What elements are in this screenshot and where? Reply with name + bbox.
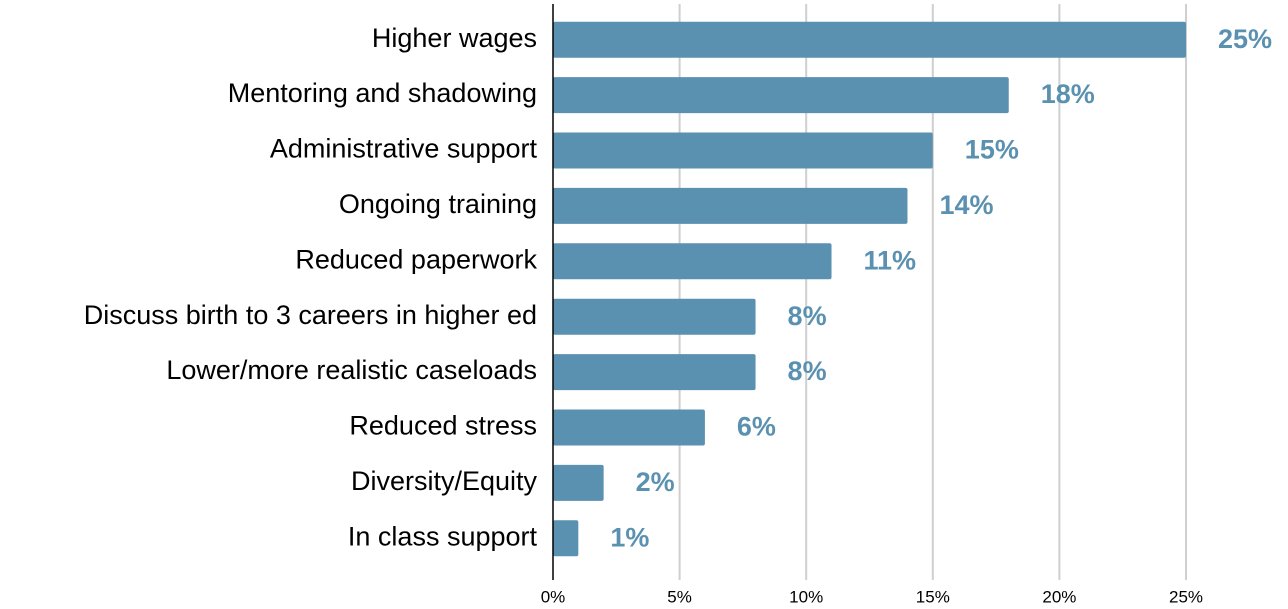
bar <box>553 464 604 501</box>
bar <box>553 21 1186 58</box>
bar <box>553 187 908 224</box>
value-label: 1% <box>610 522 649 552</box>
value-label: 15% <box>965 135 1019 165</box>
value-label: 8% <box>788 301 827 331</box>
category-label: Reduced stress <box>349 411 537 441</box>
category-label: Administrative support <box>270 134 538 164</box>
value-label: 11% <box>864 245 917 275</box>
category-label: Diversity/Equity <box>351 466 538 496</box>
bar <box>553 298 756 335</box>
bar <box>553 520 579 557</box>
category-label: In class support <box>348 521 538 551</box>
category-label: Mentoring and shadowing <box>228 78 537 108</box>
category-label: Lower/more realistic caseloads <box>166 355 537 385</box>
bar <box>553 132 933 169</box>
value-label: 18% <box>1041 79 1095 109</box>
x-tick-label: 10% <box>789 587 823 606</box>
x-tick-label: 5% <box>667 587 692 606</box>
bar <box>553 243 832 280</box>
value-label: 2% <box>636 467 675 497</box>
x-tick-label: 0% <box>541 587 566 606</box>
value-label: 8% <box>788 356 827 386</box>
x-tick-label: 20% <box>1042 587 1076 606</box>
x-tick-label: 25% <box>1169 587 1203 606</box>
category-label: Reduced paperwork <box>295 244 537 274</box>
value-label: 14% <box>939 190 993 220</box>
x-tick-label: 15% <box>916 587 950 606</box>
category-label: Discuss birth to 3 careers in higher ed <box>84 300 537 330</box>
category-label: Higher wages <box>372 23 537 53</box>
bar <box>553 409 705 446</box>
bar <box>553 354 756 391</box>
value-label: 6% <box>737 412 776 442</box>
value-label: 25% <box>1218 24 1272 54</box>
category-label: Ongoing training <box>339 189 537 219</box>
bar <box>553 77 1009 114</box>
